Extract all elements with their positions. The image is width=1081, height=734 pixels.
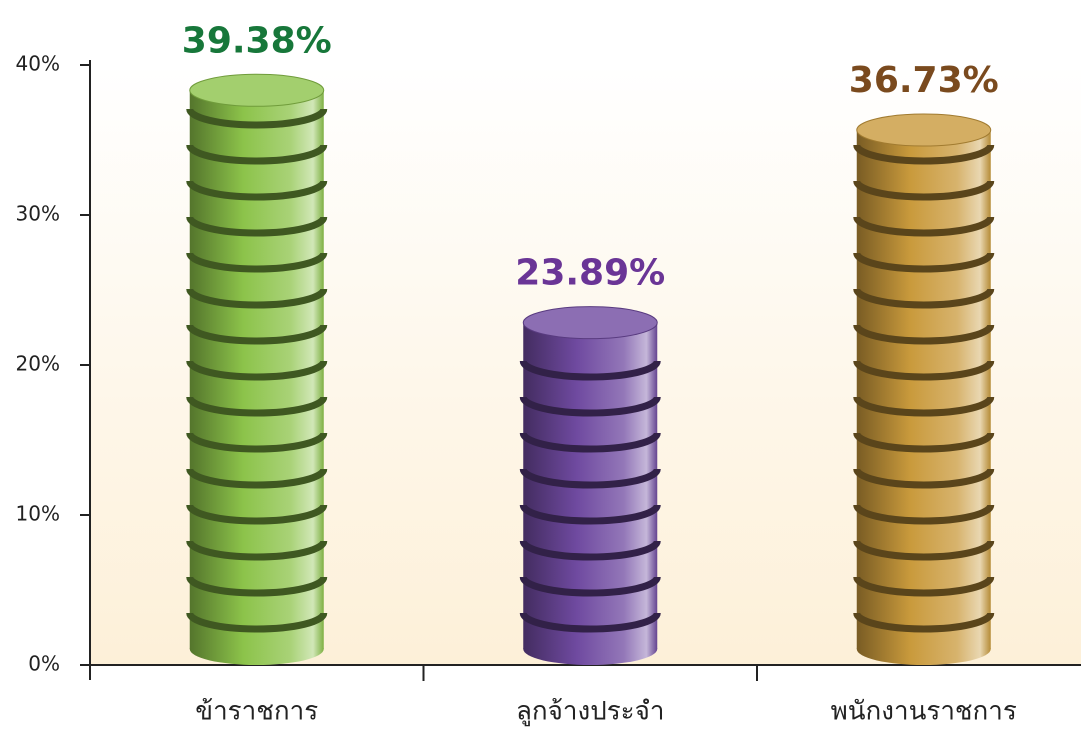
value-label: 23.89% <box>515 253 665 294</box>
coin-edge <box>853 612 995 633</box>
coin-edge <box>853 432 995 453</box>
coin-edge <box>853 324 995 345</box>
y-tick-label: 20% <box>16 352 60 376</box>
bar <box>856 130 991 650</box>
x-tick-label: ข้าราชการ <box>195 697 318 727</box>
coin-edge <box>186 468 328 489</box>
coin-edge <box>853 216 995 237</box>
coin-top <box>856 113 992 147</box>
coin-edge <box>519 540 661 561</box>
coin-edge <box>519 432 661 453</box>
coin-edge <box>186 540 328 561</box>
coin-edge <box>519 504 661 525</box>
coin-bottom <box>189 633 324 665</box>
coin-edge <box>853 180 995 201</box>
y-tick-label: 40% <box>16 52 60 76</box>
coin-edge <box>853 360 995 381</box>
coin-top <box>522 306 658 340</box>
coin-edge <box>853 540 995 561</box>
x-tick-label: ลูกจ้างประจำ <box>516 697 664 727</box>
coin-edge <box>186 144 328 165</box>
coin-edge <box>186 504 328 525</box>
coin-edge <box>186 396 328 417</box>
value-label: 36.73% <box>849 60 999 101</box>
coin-edge <box>853 252 995 273</box>
coin-edge <box>853 576 995 597</box>
coin-bottom <box>856 633 991 665</box>
value-label: 39.38% <box>182 20 332 61</box>
coin-edge <box>519 576 661 597</box>
coin-edge <box>519 360 661 381</box>
coin-edge <box>853 288 995 309</box>
coin-edge <box>186 576 328 597</box>
coin-edge <box>853 504 995 525</box>
coin-edge <box>853 144 995 165</box>
coin-edge <box>186 252 328 273</box>
coin-edge <box>853 468 995 489</box>
coin-edge <box>519 396 661 417</box>
y-tick-label: 30% <box>16 202 60 226</box>
y-tick-label: 0% <box>28 652 60 676</box>
coin-edge <box>186 108 328 129</box>
coin-edge <box>853 396 995 417</box>
coin-edge <box>519 612 661 633</box>
coin-edge <box>519 468 661 489</box>
y-tick-label: 10% <box>16 502 60 526</box>
coin-edge <box>186 324 328 345</box>
coin-edge <box>186 180 328 201</box>
coin-edge <box>186 612 328 633</box>
coin-bottom <box>523 633 658 665</box>
coin-top <box>189 73 325 107</box>
coin-edge <box>186 288 328 309</box>
x-tick-label: พนักงานราชการ <box>831 697 1017 727</box>
coin-edge <box>186 360 328 381</box>
coin-edge <box>186 216 328 237</box>
coin-edge <box>186 432 328 453</box>
